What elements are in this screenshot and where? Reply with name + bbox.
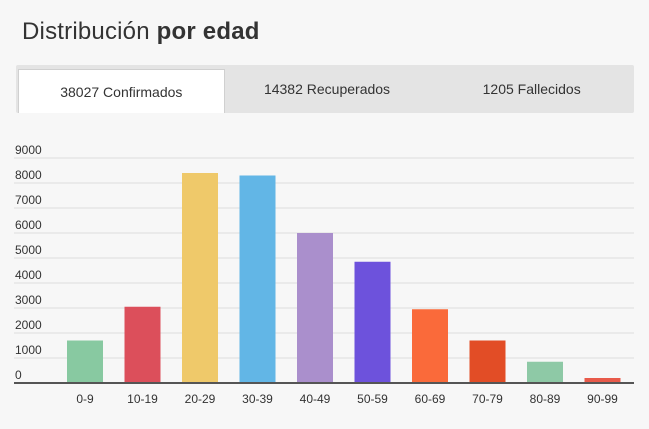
y-tick-label: 1000: [15, 343, 42, 357]
tab-bar: 38027 Confirmados 14382 Recuperados 1205…: [16, 65, 634, 113]
tab-confirmados[interactable]: 38027 Confirmados: [18, 69, 225, 113]
x-tick-label: 10-19: [127, 392, 158, 406]
y-tick-label: 3000: [15, 293, 42, 307]
y-tick-label: 2000: [15, 318, 42, 332]
bar-chart: 0 1000 2000 3000 4000 5000 6000 7000 8000 9000 0-9…: [14, 143, 634, 406]
bar-60-69: [412, 309, 448, 383]
title-regular: Distribución: [22, 18, 157, 45]
bar-90-99: [584, 378, 621, 383]
tab-recuperados[interactable]: 14382 Recuperados: [263, 81, 391, 97]
y-tick-label: 6000: [15, 218, 42, 232]
x-tick-label: 30-39: [242, 392, 273, 406]
x-tick-label: 20-29: [185, 392, 216, 406]
y-tick-label: 4000: [15, 268, 42, 282]
x-tick-label: 80-89: [530, 392, 561, 406]
x-tick-label: 40-49: [300, 392, 331, 406]
y-tick-label: 5000: [15, 243, 42, 257]
chart-title: Distribución por edad: [22, 18, 260, 46]
bar-40-49: [297, 233, 333, 383]
y-tick-label: 8000: [15, 168, 42, 182]
y-tick-label: 7000: [15, 193, 42, 207]
x-tick-label: 50-59: [357, 392, 388, 406]
bar-20-29: [182, 173, 218, 383]
x-tick-label: 90-99: [587, 392, 618, 406]
y-tick-label: 9000: [15, 143, 42, 157]
y-tick-label: 0: [15, 368, 22, 382]
x-tick-label: 0-9: [76, 392, 94, 406]
bar-80-89: [527, 361, 563, 383]
x-tick-label: 70-79: [472, 392, 503, 406]
bar-0-9: [67, 340, 103, 383]
bar-50-59: [354, 261, 391, 383]
bar-70-79: [469, 340, 506, 383]
tab-fallecidos[interactable]: 1205 Fallecidos: [482, 81, 581, 97]
title-bold: por edad: [156, 18, 260, 45]
bar-30-39: [239, 175, 276, 383]
bar-10-19: [124, 306, 161, 383]
x-tick-label: 60-69: [415, 392, 446, 406]
